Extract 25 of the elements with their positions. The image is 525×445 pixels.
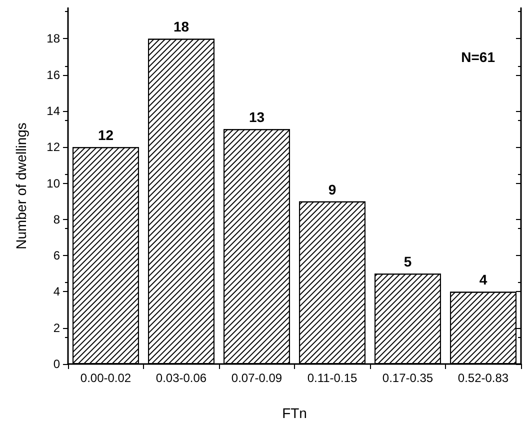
- x-tick-label: 0.52-0.83: [458, 371, 509, 385]
- y-tick-label: 14: [46, 104, 60, 118]
- data-label: 9: [328, 181, 336, 198]
- x-tick-label: 0.00-0.02: [80, 371, 132, 385]
- y-tick-label: 18: [46, 32, 60, 46]
- x-tick-label: 0.03-0.06: [156, 371, 207, 385]
- y-tick-label: 0: [53, 357, 60, 371]
- x-tick-label: 0.17-0.35: [382, 371, 434, 385]
- data-label: 18: [173, 18, 190, 35]
- data-label: 4: [479, 272, 488, 288]
- y-tick-label: 16: [46, 68, 60, 82]
- x-tick-label: 0.07-0.09: [231, 371, 282, 385]
- y-tick-label: 2: [53, 320, 60, 335]
- x-tick-label: 0.11-0.15: [307, 371, 358, 385]
- y-tick-label: 8: [53, 212, 60, 226]
- y-tick-label: 12: [46, 140, 60, 154]
- y-tick-label: 6: [53, 248, 60, 263]
- data-label: 13: [248, 109, 265, 126]
- y-tick-label: 4: [53, 284, 60, 299]
- data-label: 5: [404, 254, 412, 270]
- y-tick-label: 10: [46, 176, 60, 190]
- data-label: 12: [98, 127, 114, 144]
- x-axis-title: FTn: [282, 405, 307, 421]
- annotation: N=61: [461, 49, 496, 65]
- y-axis-title: Number of dwellings: [13, 122, 29, 250]
